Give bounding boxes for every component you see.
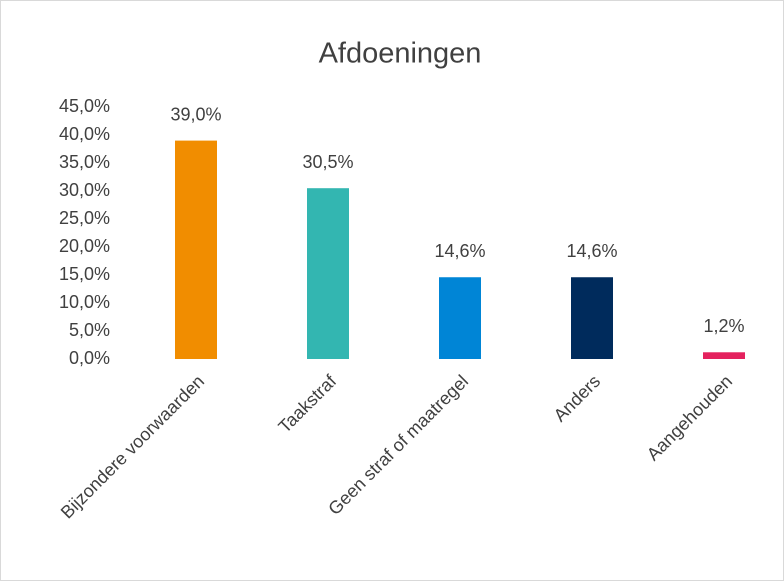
y-tick-label: 0,0% [69,348,110,368]
y-tick-label: 30,0% [59,180,110,200]
y-tick-label: 45,0% [59,96,110,116]
value-label: 14,6% [434,241,485,261]
y-tick-label: 35,0% [59,152,110,172]
y-tick-label: 15,0% [59,264,110,284]
value-label: 39,0% [170,104,221,124]
bar [175,140,217,359]
y-tick-label: 10,0% [59,292,110,312]
value-label: 30,5% [302,152,353,172]
y-tick-label: 25,0% [59,208,110,228]
bar [703,352,745,359]
y-tick-label: 5,0% [69,320,110,340]
bar [571,277,613,359]
bar [307,188,349,359]
bar [439,277,481,359]
chart-title: Afdoeningen [319,38,482,70]
y-tick-label: 20,0% [59,236,110,256]
y-tick-label: 40,0% [59,124,110,144]
value-label: 14,6% [566,241,617,261]
value-label: 1,2% [703,316,744,336]
